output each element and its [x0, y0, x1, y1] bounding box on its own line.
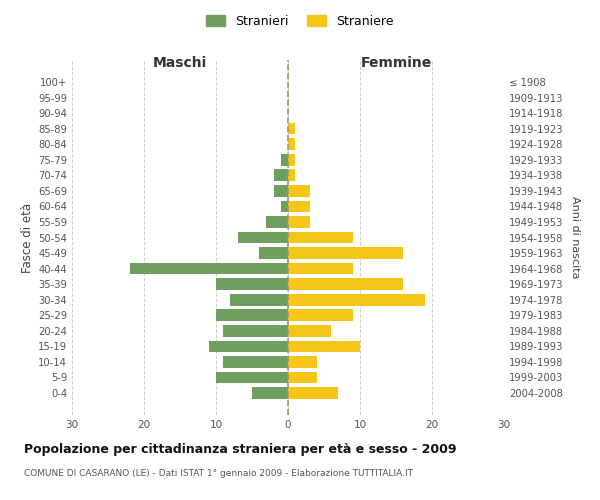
Bar [288, 340, 360, 352]
Bar [288, 372, 317, 384]
Text: Femmine: Femmine [361, 56, 431, 70]
Bar [130, 263, 288, 274]
Y-axis label: Fasce di età: Fasce di età [21, 202, 34, 272]
Bar [288, 154, 295, 166]
Bar [288, 325, 331, 336]
Bar [288, 185, 310, 196]
Bar [274, 185, 288, 196]
Bar [288, 200, 310, 212]
Bar [238, 232, 288, 243]
Bar [216, 278, 288, 290]
Y-axis label: Anni di nascita: Anni di nascita [571, 196, 580, 279]
Bar [288, 387, 338, 399]
Bar [223, 325, 288, 336]
Bar [252, 387, 288, 399]
Text: Popolazione per cittadinanza straniera per età e sesso - 2009: Popolazione per cittadinanza straniera p… [24, 442, 457, 456]
Bar [216, 310, 288, 321]
Bar [288, 278, 403, 290]
Bar [288, 263, 353, 274]
Bar [281, 154, 288, 166]
Bar [223, 356, 288, 368]
Bar [288, 247, 403, 259]
Bar [288, 170, 295, 181]
Bar [288, 310, 353, 321]
Bar [281, 200, 288, 212]
Bar [288, 216, 310, 228]
Bar [288, 356, 317, 368]
Bar [288, 232, 353, 243]
Bar [288, 138, 295, 150]
Bar [288, 294, 425, 306]
Legend: Stranieri, Straniere: Stranieri, Straniere [203, 11, 397, 32]
Bar [209, 340, 288, 352]
Bar [266, 216, 288, 228]
Bar [259, 247, 288, 259]
Text: COMUNE DI CASARANO (LE) - Dati ISTAT 1° gennaio 2009 - Elaborazione TUTTITALIA.I: COMUNE DI CASARANO (LE) - Dati ISTAT 1° … [24, 469, 413, 478]
Bar [230, 294, 288, 306]
Text: Maschi: Maschi [153, 56, 207, 70]
Bar [216, 372, 288, 384]
Bar [288, 123, 295, 134]
Bar [274, 170, 288, 181]
